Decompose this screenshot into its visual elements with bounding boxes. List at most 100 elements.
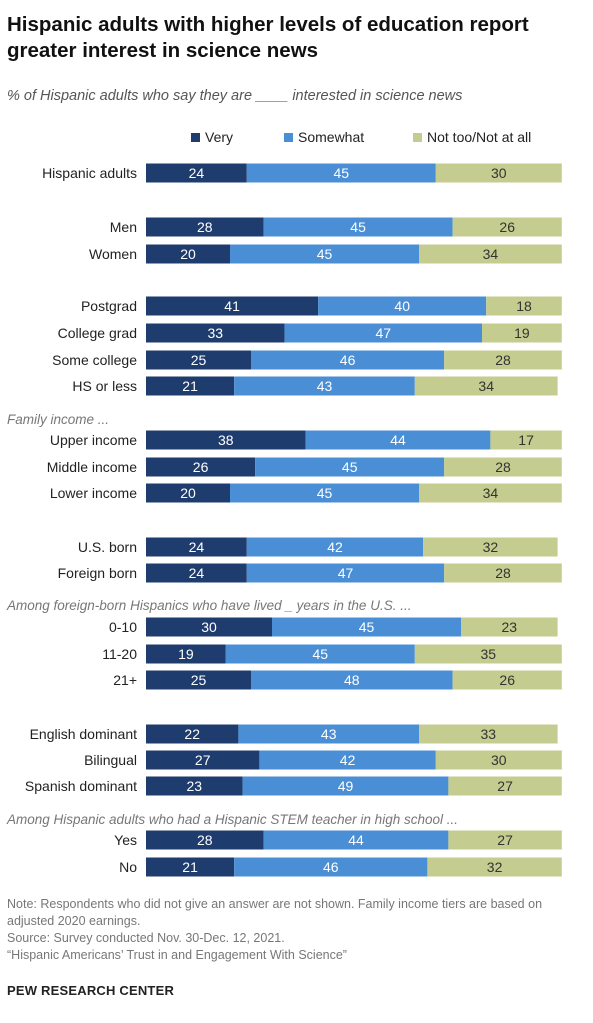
row-label: Women <box>89 246 137 262</box>
legend-swatch-very <box>191 132 200 142</box>
bar-somewhat <box>234 857 428 877</box>
data-label: 20 <box>180 246 196 262</box>
data-label: 34 <box>483 246 499 262</box>
row-label: Postgrad <box>81 298 137 314</box>
bar-somewhat <box>263 830 449 850</box>
row-label: Spanish dominant <box>25 778 137 794</box>
data-label: 19 <box>178 646 194 662</box>
section-label: Among Hispanic adults who had a Hispanic… <box>6 812 458 827</box>
legend-swatch-not-at-all <box>413 132 422 142</box>
legend-label-very: Very <box>205 129 234 145</box>
legend-label-not-at-all: Not too/Not at all <box>427 129 532 145</box>
data-label: 45 <box>313 646 329 662</box>
data-label: 45 <box>317 246 333 262</box>
bar-very <box>146 350 251 370</box>
data-label: 43 <box>321 726 337 742</box>
bar-very <box>146 750 260 770</box>
bar-very <box>146 537 247 557</box>
bar-not-at-all <box>435 163 562 183</box>
data-label: 45 <box>334 165 350 181</box>
data-label: 24 <box>189 565 205 581</box>
bar-very <box>146 430 306 450</box>
data-label: 24 <box>189 539 205 555</box>
data-label: 34 <box>483 485 499 501</box>
legend-swatch-somewhat <box>284 132 293 142</box>
data-label: 45 <box>359 619 375 635</box>
data-label: 25 <box>191 672 207 688</box>
data-label: 38 <box>218 432 234 448</box>
data-label: 28 <box>197 832 213 848</box>
data-label: 28 <box>495 459 511 475</box>
data-label: 26 <box>193 459 209 475</box>
bar-somewhat <box>246 163 436 183</box>
bar-somewhat <box>318 296 487 316</box>
data-label: 45 <box>342 459 358 475</box>
data-label: 23 <box>187 778 203 794</box>
data-label: 32 <box>483 539 499 555</box>
data-label: 46 <box>323 859 339 875</box>
data-label: 26 <box>499 672 515 688</box>
bar-somewhat <box>242 776 449 796</box>
data-label: 45 <box>317 485 333 501</box>
bar-somewhat <box>225 644 415 664</box>
source-text: Source: Survey conducted Nov. 30-Dec. 12… <box>7 931 285 945</box>
data-label: 30 <box>201 619 217 635</box>
data-label: 33 <box>208 325 224 341</box>
bar-very <box>146 323 285 343</box>
bar-very <box>146 724 239 744</box>
bar-very <box>146 376 235 396</box>
bar-somewhat <box>234 376 415 396</box>
bar-not-at-all <box>482 323 562 343</box>
bar-not-at-all <box>435 750 562 770</box>
bar-not-at-all <box>414 376 558 396</box>
data-label: 28 <box>495 565 511 581</box>
bar-very <box>146 670 251 690</box>
bar-not-at-all <box>444 457 562 477</box>
bar-very <box>146 296 319 316</box>
data-label: 42 <box>340 752 356 768</box>
footnotes: Note: Respondents who did not give an an… <box>7 896 582 964</box>
row-label: Foreign born <box>58 565 137 581</box>
legend-item-not-at-all: Not too/Not at all <box>413 129 531 145</box>
legend: Very Somewhat Not too/Not at all <box>0 129 593 149</box>
bar-not-at-all <box>490 430 562 450</box>
data-label: 43 <box>317 378 333 394</box>
row-label: 21+ <box>113 672 137 688</box>
bar-not-at-all <box>448 776 562 796</box>
row-label: Men <box>110 219 137 235</box>
bar-not-at-all <box>448 830 562 850</box>
data-label: 28 <box>495 352 511 368</box>
bar-very <box>146 563 247 583</box>
data-label: 27 <box>195 752 211 768</box>
bar-not-at-all <box>444 563 562 583</box>
data-label: 40 <box>394 298 410 314</box>
bar-somewhat <box>246 563 445 583</box>
bar-somewhat <box>246 537 424 557</box>
row-label: Lower income <box>50 485 137 501</box>
bar-somewhat <box>230 483 419 503</box>
bar-not-at-all <box>452 217 562 237</box>
data-label: 19 <box>514 325 530 341</box>
note-text: Note: Respondents who did not give an an… <box>7 897 543 928</box>
bar-somewhat <box>259 750 436 770</box>
row-label: Middle income <box>47 459 137 475</box>
data-label: 32 <box>487 859 503 875</box>
data-label: 42 <box>327 539 343 555</box>
data-label: 30 <box>491 752 507 768</box>
row-label: English dominant <box>30 726 138 742</box>
bar-very <box>146 857 235 877</box>
data-label: 17 <box>518 432 534 448</box>
bar-not-at-all <box>444 350 562 370</box>
data-label: 24 <box>189 165 205 181</box>
data-label: 26 <box>499 219 515 235</box>
bar-somewhat <box>230 244 419 264</box>
data-label: 33 <box>481 726 497 742</box>
bar-not-at-all <box>419 724 558 744</box>
data-label: 22 <box>184 726 200 742</box>
section-label: Among foreign-born Hispanics who have li… <box>6 598 411 613</box>
row-label: U.S. born <box>78 539 137 555</box>
bar-somewhat <box>251 350 445 370</box>
data-label: 44 <box>390 432 406 448</box>
bar-very <box>146 644 226 664</box>
